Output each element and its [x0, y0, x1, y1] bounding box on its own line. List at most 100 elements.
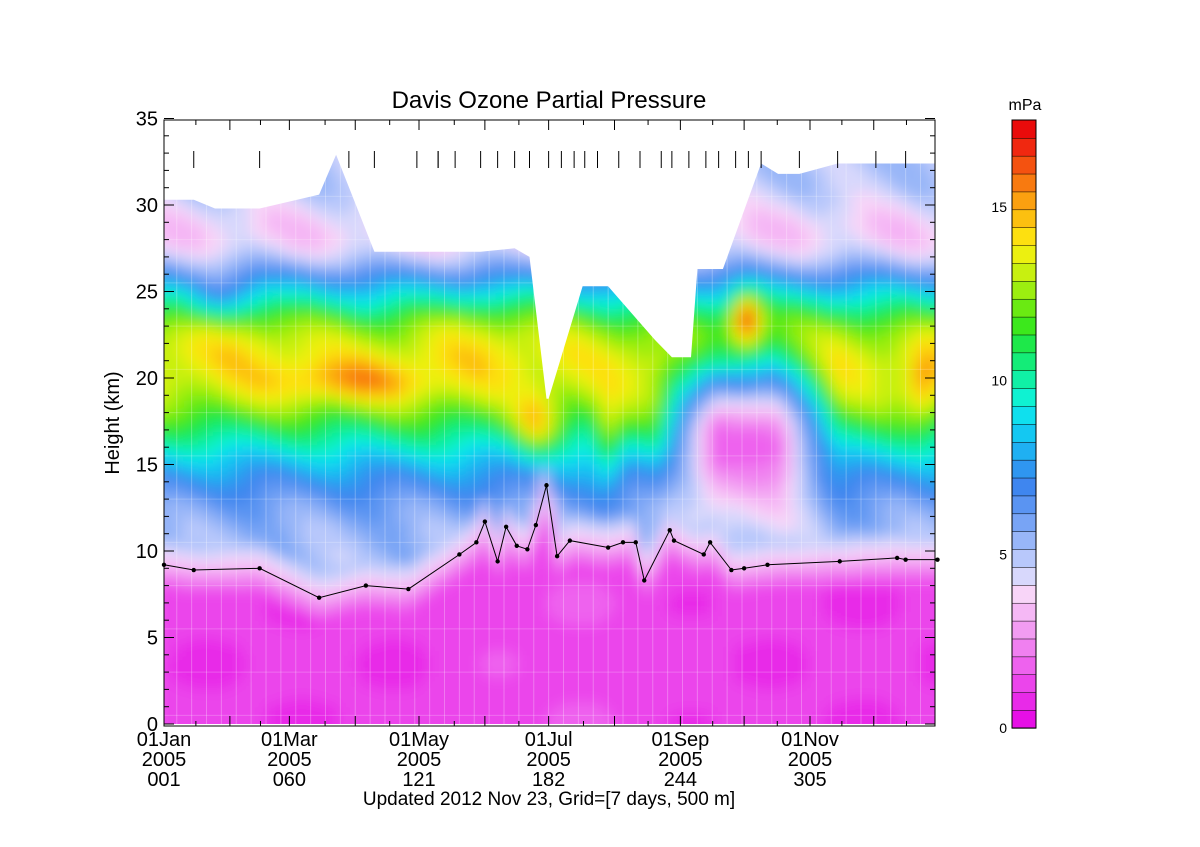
tropopause-point	[533, 522, 539, 528]
colorbar-swatch	[1011, 584, 1037, 604]
colorbar-swatch	[1011, 477, 1037, 497]
colorbar-swatch	[1011, 638, 1037, 658]
grid-lines	[164, 120, 935, 726]
colorbar-unit-label: mPa	[1009, 97, 1042, 114]
colorbar-tick-label: 10	[991, 373, 1007, 389]
colorbar-tick-label: 0	[999, 720, 1007, 736]
tropopause-point	[554, 553, 560, 559]
tropopause-point	[741, 566, 747, 571]
colorbar-swatch	[1011, 155, 1037, 175]
tropopause-point	[935, 557, 940, 562]
x-tick-label: 244	[664, 769, 697, 791]
y-axis-label: Height (km)	[102, 371, 124, 474]
plot-frame	[163, 119, 936, 727]
x-tick-label: 01Nov	[781, 729, 839, 751]
colorbar-tick-label: 15	[991, 199, 1007, 215]
tropopause-point	[544, 483, 549, 488]
ozone-heatmap	[164, 154, 935, 725]
tropopause-point	[257, 566, 262, 571]
colorbar-swatch	[1011, 602, 1037, 622]
colorbar-swatch	[1011, 691, 1037, 711]
colorbar-swatch	[1011, 441, 1037, 461]
colorbar-swatch	[1011, 334, 1037, 354]
x-tick-label: 2005	[526, 749, 571, 771]
x-tick-label: 01May	[389, 729, 449, 751]
y-tick-label: 10	[136, 541, 158, 563]
y-tick-label: 35	[136, 109, 158, 131]
tropopause-point	[525, 547, 530, 552]
colorbar-tick-label: 5	[999, 546, 1007, 562]
tropopause-point	[495, 559, 500, 564]
x-tick-label: 060	[273, 769, 306, 791]
colorbar-frame	[1011, 119, 1037, 729]
plot-area	[164, 120, 935, 726]
colorbar-swatch	[1011, 387, 1037, 407]
colorbar-swatch	[1011, 262, 1037, 282]
tropopause-point	[503, 524, 509, 529]
colorbar-swatch	[1011, 298, 1037, 318]
colorbar-swatch	[1011, 531, 1037, 550]
tropopause-point	[620, 540, 626, 545]
colorbar-swatch	[1011, 548, 1037, 568]
colorbar-swatch	[1011, 316, 1037, 336]
colorbar-swatch	[1011, 566, 1037, 586]
colorbar-swatch	[1011, 513, 1037, 532]
x-tick-label: 121	[402, 769, 435, 791]
chart-title: Davis Ozone Partial Pressure	[392, 87, 707, 114]
colorbar-swatch	[1011, 173, 1037, 193]
y-tick-label: 30	[136, 195, 158, 217]
y-tick-label: 0	[147, 714, 158, 736]
y-axis: 0 5 10 15 20 25 30 35	[136, 109, 935, 736]
tropopause-point	[406, 586, 411, 592]
y-tick-label: 20	[136, 368, 158, 390]
colorbar-swatch	[1011, 459, 1037, 479]
colorbar-swatch	[1011, 227, 1037, 246]
colorbar-swatch	[1011, 620, 1037, 640]
colorbar-swatch	[1011, 656, 1037, 675]
x-tick-label: 2005	[397, 749, 442, 771]
x-tick-label: 2005	[788, 749, 833, 771]
colorbar-swatch	[1011, 674, 1037, 693]
tropopause-point	[191, 567, 196, 573]
tropopause-point	[457, 552, 462, 557]
colorbar-swatch	[1011, 280, 1037, 300]
x-tick-label: 2005	[267, 749, 312, 771]
tropopause-point	[316, 595, 322, 600]
tropopause-point	[514, 543, 519, 549]
colorbar-swatch	[1011, 423, 1037, 443]
y-tick-label: 25	[136, 282, 158, 304]
tropopause-point	[642, 578, 647, 583]
tropopause-point	[605, 545, 611, 550]
tropopause-line	[161, 483, 940, 600]
x-tick-label: 001	[147, 769, 180, 791]
tropopause-point	[667, 528, 672, 533]
x-axis: 01Jan200500101Mar200506001May200512101Ju…	[137, 120, 907, 791]
tropopause-point	[894, 555, 900, 561]
colorbar-swatch	[1011, 137, 1037, 157]
tropopause-point	[701, 552, 706, 557]
tropopause-point	[765, 562, 770, 568]
x-tick-label: 182	[532, 769, 565, 791]
x-tick-label: 01Jan	[137, 729, 192, 751]
colorbar-swatch	[1011, 119, 1037, 139]
colorbar-swatch	[1011, 244, 1037, 264]
tropopause-point	[482, 519, 488, 524]
tropopause-point	[567, 538, 573, 543]
tropopause-point	[707, 540, 713, 545]
colorbar-swatch	[1011, 191, 1037, 211]
tropopause-point	[474, 540, 479, 545]
x-tick-label: 01Sep	[651, 729, 709, 751]
x-tick-label: 2005	[658, 749, 703, 771]
colorbar-swatch	[1011, 370, 1037, 389]
colorbar-swatch	[1011, 352, 1037, 372]
colorbar-swatch	[1011, 405, 1037, 425]
footer-note: Updated 2012 Nov 23, Grid=[7 days, 500 m…	[363, 789, 735, 810]
y-tick-label: 15	[136, 455, 158, 477]
colorbar-swatch	[1011, 495, 1037, 515]
tropopause-point	[363, 583, 369, 588]
x-tick-label: 01Jul	[525, 729, 573, 751]
colorbar: 0 5 10 15	[991, 119, 1037, 736]
tropopause-point	[837, 559, 842, 564]
y-tick-label: 5	[147, 628, 158, 650]
